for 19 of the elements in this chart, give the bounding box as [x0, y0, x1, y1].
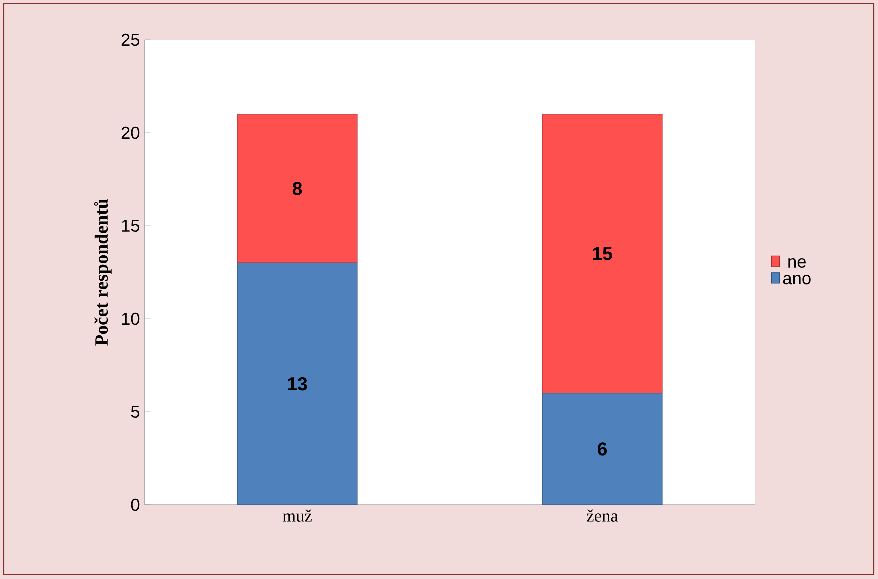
data-label: 15 — [593, 247, 612, 260]
data-label: 6 — [598, 442, 608, 456]
y-tick-label: 25 — [122, 34, 140, 46]
y-axis-title: Počet respondentů — [94, 199, 112, 346]
y-tick-label: 20 — [122, 126, 140, 140]
bar — [542, 114, 663, 394]
x-tick-label: muž — [282, 510, 312, 522]
x-tick-label: žena — [587, 510, 618, 522]
bar — [542, 393, 663, 506]
y-tick-label: 10 — [122, 312, 140, 326]
bar — [237, 114, 358, 264]
y-tick-label: 15 — [122, 220, 140, 232]
legend-label: ano — [783, 275, 811, 285]
y-tick-label: 5 — [131, 406, 140, 418]
bar — [237, 262, 358, 506]
y-tick-label: 0 — [131, 498, 140, 512]
legend-label: ne — [788, 258, 806, 268]
data-label: 13 — [288, 377, 308, 391]
data-label: 8 — [292, 182, 302, 196]
